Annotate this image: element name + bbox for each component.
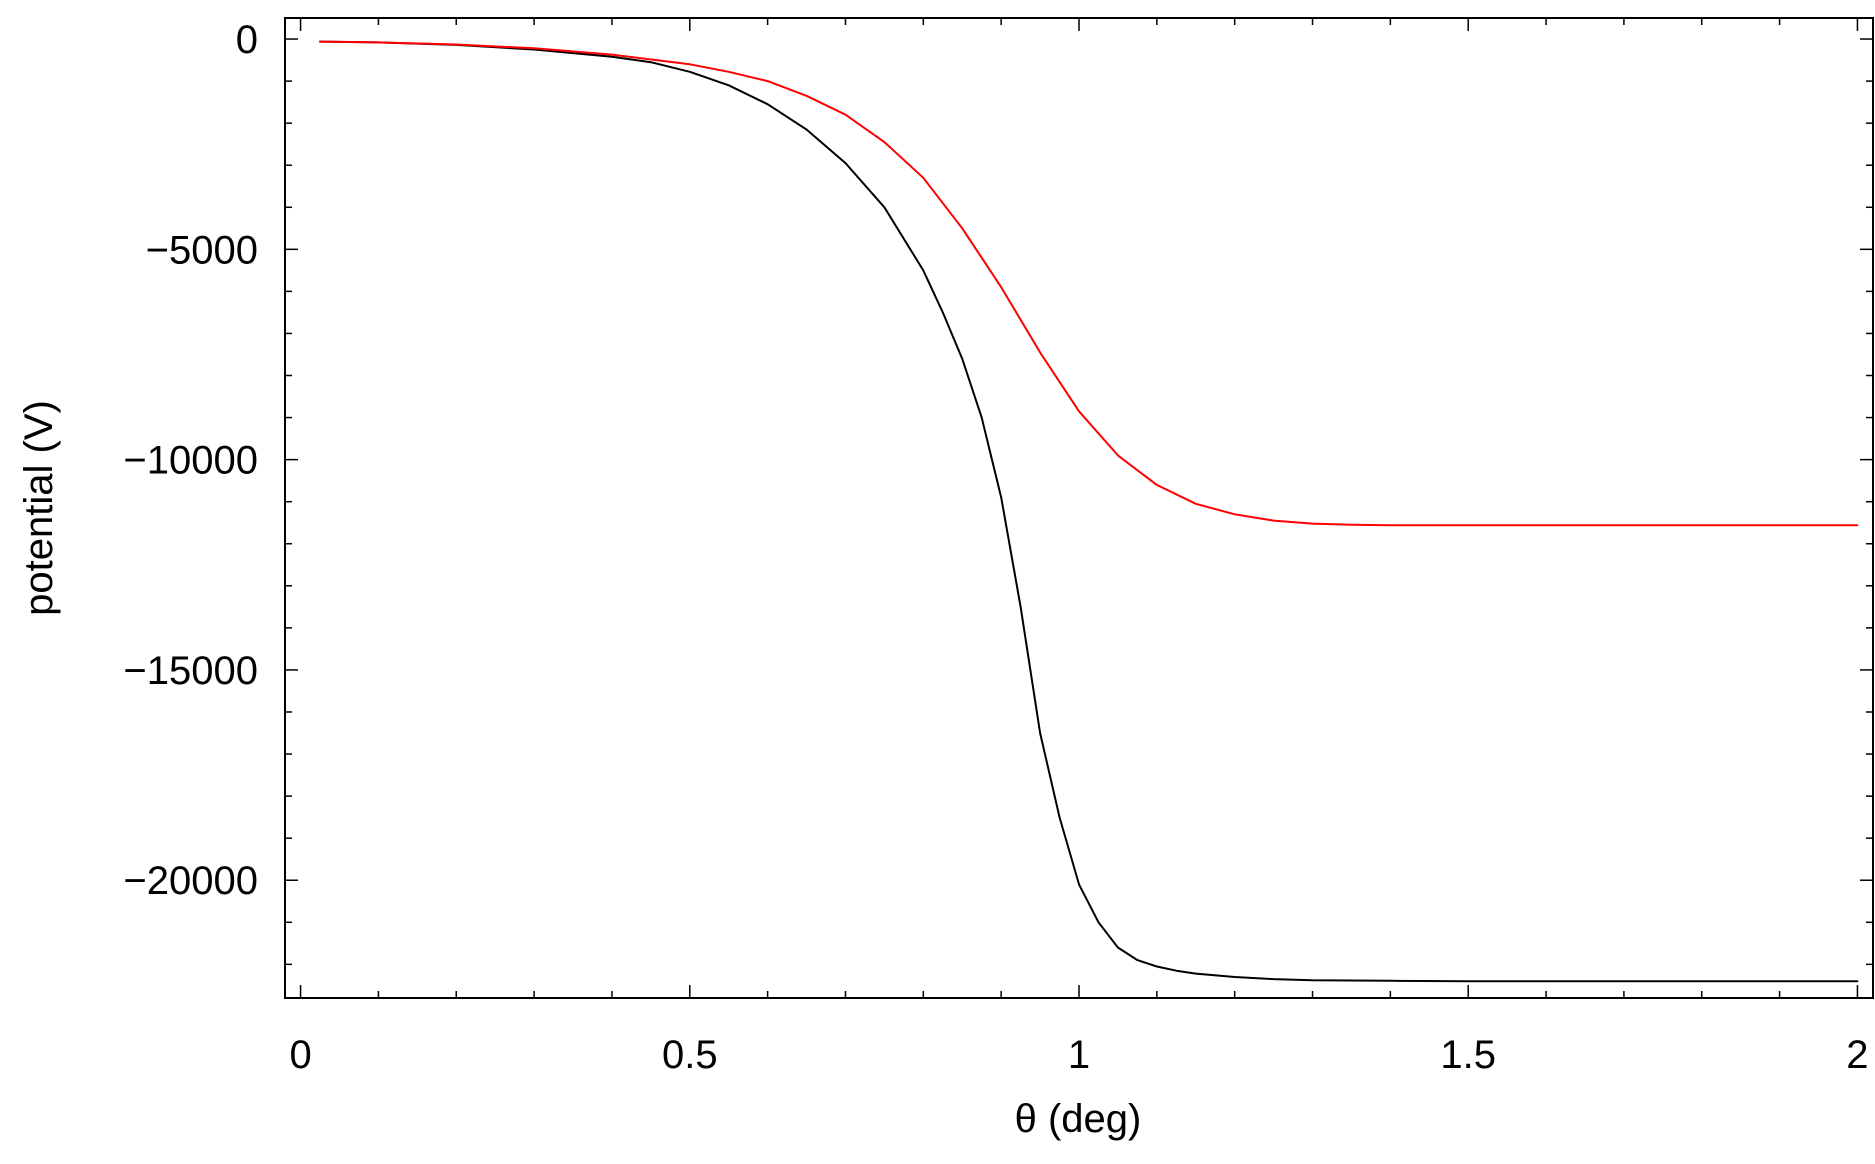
series-line-1 xyxy=(319,40,1859,983)
x-tick-label: 1.5 xyxy=(1440,1033,1496,1077)
y-axis-label: potential (V) xyxy=(17,400,61,616)
y-tick-label: −5000 xyxy=(146,228,258,272)
x-tick-label: 0.5 xyxy=(662,1033,718,1077)
y-tick-label: −15000 xyxy=(123,649,258,693)
y-tick-label: −10000 xyxy=(123,439,258,483)
axis-ticks xyxy=(285,18,1873,998)
series-line-2 xyxy=(319,40,1859,527)
x-tick-label: 0 xyxy=(289,1033,311,1077)
series-layer xyxy=(319,40,1859,983)
x-tick-label: 1 xyxy=(1068,1033,1090,1077)
y-tick-label: −20000 xyxy=(123,859,258,903)
y-tick-label: 0 xyxy=(236,18,258,62)
x-axis-label: θ (deg) xyxy=(1015,1097,1142,1141)
x-tick-label: 2 xyxy=(1846,1033,1868,1077)
tick-labels: 0 0.5 1 1.5 2 0 −5000 −10000 −15000 −20000 xyxy=(123,18,1868,1077)
plot-frame xyxy=(284,17,1874,999)
